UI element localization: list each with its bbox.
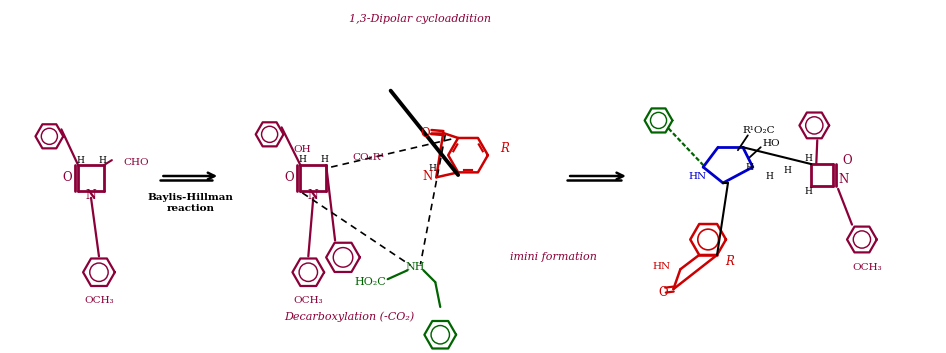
Text: HO: HO [762, 139, 780, 148]
Text: Decarboxylation (-CO₂): Decarboxylation (-CO₂) [284, 312, 414, 322]
Text: H: H [429, 164, 436, 173]
Text: H: H [804, 154, 813, 163]
Text: H: H [783, 166, 792, 174]
Text: H: H [745, 163, 754, 172]
Text: O: O [421, 126, 430, 139]
Text: HO₂C: HO₂C [354, 277, 386, 287]
Text: OCH₃: OCH₃ [852, 263, 882, 272]
Text: CO₂R¹: CO₂R¹ [352, 152, 385, 162]
Text: H: H [98, 156, 106, 164]
Text: H: H [298, 155, 307, 164]
Text: 1,3-Dipolar cycloaddition: 1,3-Dipolar cycloaddition [349, 14, 491, 24]
Text: OH: OH [293, 145, 311, 154]
Text: O: O [658, 286, 668, 299]
Text: OCH₃: OCH₃ [84, 295, 114, 305]
Text: N: N [86, 189, 96, 202]
Text: CHO: CHO [124, 157, 149, 167]
Text: HN: HN [688, 173, 706, 181]
Text: R¹O₂C: R¹O₂C [743, 126, 776, 135]
Text: H: H [77, 156, 84, 164]
Text: H: H [804, 187, 813, 196]
Text: NH: NH [406, 262, 425, 272]
Text: OCH₃: OCH₃ [293, 295, 324, 305]
Text: N: N [307, 189, 319, 202]
Text: N: N [422, 170, 432, 183]
Text: H: H [765, 173, 774, 181]
Text: H: H [321, 155, 328, 164]
Text: Baylis-Hillman: Baylis-Hillman [148, 193, 233, 202]
Text: reaction: reaction [166, 204, 214, 213]
Text: HN: HN [653, 262, 671, 271]
Text: O: O [62, 172, 72, 185]
Text: O: O [285, 172, 294, 185]
Text: N: N [838, 173, 849, 186]
Text: imini formation: imini formation [510, 252, 597, 262]
Text: R: R [726, 255, 734, 268]
Text: R: R [500, 142, 510, 155]
Text: O: O [842, 154, 851, 167]
